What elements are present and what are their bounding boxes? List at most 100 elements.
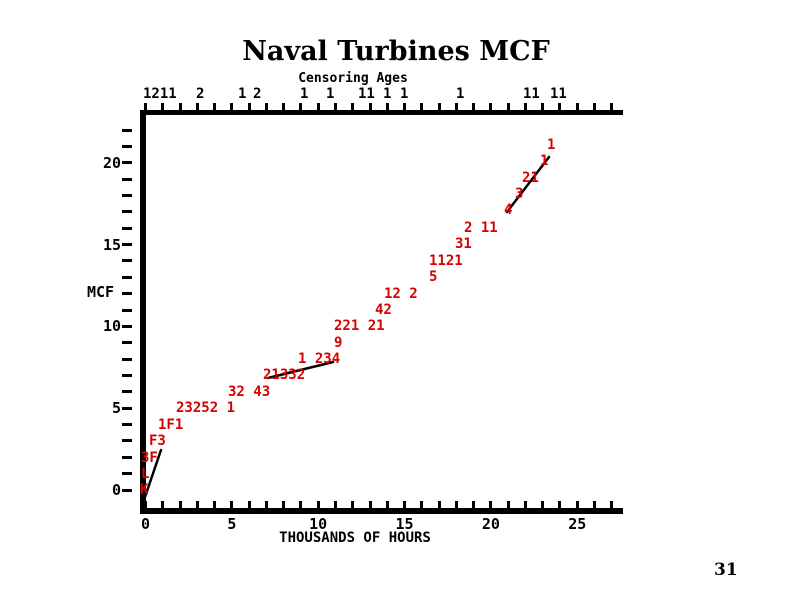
bottom-axis-tick (195, 501, 199, 508)
censoring-mark-count: 1 (326, 86, 335, 102)
bottom-axis-tick (437, 501, 441, 508)
y-minor-tick (122, 423, 132, 427)
bottom-axis-tick (178, 501, 182, 508)
bottom-axis-tick (247, 501, 251, 508)
top-axis-tick (195, 103, 199, 110)
bottom-axis-tick (385, 501, 389, 508)
mcf-point-symbols: 1 (547, 137, 556, 153)
x-axis-tick-label: 15 (395, 515, 414, 533)
top-axis-tick (351, 103, 355, 110)
bottom-axis-tick (264, 501, 268, 508)
bottom-axis-tick (403, 501, 407, 508)
mcf-point-symbols: 1121 (429, 253, 463, 269)
top-axis-tick (593, 103, 597, 110)
top-axis-tick (558, 103, 562, 110)
bottom-axis-tick (472, 501, 476, 508)
censoring-mark-count: 11 (358, 86, 375, 102)
top-axis-tick (264, 103, 268, 110)
bottom-axis-tick (282, 501, 286, 508)
bottom-axis-tick (368, 501, 372, 508)
mcf-point-symbols: 32 43 (228, 384, 271, 400)
top-axis-tick (247, 103, 251, 110)
top-axis-tick (316, 103, 320, 110)
page-number: 31 (714, 560, 738, 580)
mcf-point-symbols: 21 (522, 170, 539, 186)
bottom-axis-tick (230, 501, 234, 508)
bottom-axis-tick (161, 501, 165, 508)
top-axis-tick (610, 103, 614, 110)
mcf-point-symbols: 221 21 (334, 318, 385, 334)
bottom-axis-tick (420, 501, 424, 508)
mcf-point-symbols: 3F (141, 450, 158, 466)
y-minor-tick (122, 194, 132, 198)
mcf-point-symbols: L (141, 466, 150, 482)
y-minor-tick (122, 390, 132, 394)
bottom-axis-tick (316, 501, 320, 508)
bottom-axis-tick (454, 501, 458, 508)
censoring-mark-count: 2 (196, 86, 205, 102)
censoring-mark-count: 1 (400, 86, 409, 102)
y-axis-tick-label: 0 (111, 481, 121, 499)
y-minor-tick (122, 341, 132, 345)
mcf-point-symbols: F3 (149, 433, 166, 449)
censoring-mark-count: 11 (523, 86, 540, 102)
y-minor-tick (122, 226, 132, 230)
y-minor-tick (122, 144, 132, 148)
mcf-point-symbols: 23252 1 (176, 400, 236, 416)
top-axis-tick (454, 103, 458, 110)
top-axis-tick (178, 103, 182, 110)
top-axis-tick (144, 103, 147, 110)
y-axis-title: MCF (87, 283, 115, 301)
y-minor-tick (122, 177, 132, 181)
mcf-point-symbols: 1 (540, 153, 549, 169)
top-axis-tick (368, 103, 372, 110)
y-major-tick (122, 406, 132, 410)
y-minor-tick (122, 357, 132, 361)
censoring-mark-count: 1 (300, 86, 309, 102)
bottom-axis-tick (593, 501, 597, 508)
y-minor-tick (122, 259, 132, 263)
x-axis-tick-label: 0 (140, 515, 151, 533)
top-axis-tick (506, 103, 510, 110)
bottom-axis-tick (541, 501, 545, 508)
y-major-tick (122, 161, 132, 165)
top-axis-tick (541, 103, 545, 110)
mcf-point-symbols: 21332 (263, 367, 306, 383)
top-axis-tick (403, 103, 407, 110)
y-minor-tick (122, 455, 132, 459)
mcf-point-symbols: 1F1 (158, 417, 184, 433)
y-minor-tick (122, 472, 132, 476)
censoring-ages-axis-title: Censoring Ages (298, 71, 408, 86)
censoring-mark-count: 11 (550, 86, 567, 102)
top-axis-tick (230, 103, 234, 110)
bottom-axis-tick (610, 501, 614, 508)
x-axis-tick-label: 10 (309, 515, 328, 533)
top-axis-line (140, 110, 623, 115)
censoring-mark-count: 1 (383, 86, 392, 102)
bottom-axis-tick (144, 501, 147, 508)
mcf-point-symbols: 42 (375, 302, 392, 318)
bottom-axis-tick (333, 501, 337, 508)
bottom-axis-tick (351, 501, 355, 508)
y-axis-tick-label: 5 (111, 399, 121, 418)
top-axis-tick (333, 103, 337, 110)
top-axis-tick (385, 103, 389, 110)
top-axis-tick (489, 103, 493, 110)
y-axis-tick-label: 10 (102, 317, 121, 336)
y-minor-tick (122, 439, 132, 443)
bottom-axis-tick (299, 501, 303, 508)
bottom-axis-tick (213, 501, 217, 508)
bottom-axis-tick (558, 501, 562, 508)
y-minor-tick (122, 373, 132, 377)
mcf-point-symbols: 4 (504, 202, 513, 218)
x-axis-tick-label: 25 (568, 515, 587, 533)
left-axis-line (140, 110, 146, 514)
mcf-point-symbols: 2 11 (464, 220, 498, 236)
top-axis-tick (437, 103, 441, 110)
x-axis-title: THOUSANDS OF HOURS (279, 530, 431, 546)
y-minor-tick (122, 128, 132, 132)
top-axis-tick (472, 103, 476, 110)
mcf-point-symbols: 5 (429, 269, 438, 285)
mcf-point-symbols: 3 (515, 186, 524, 202)
